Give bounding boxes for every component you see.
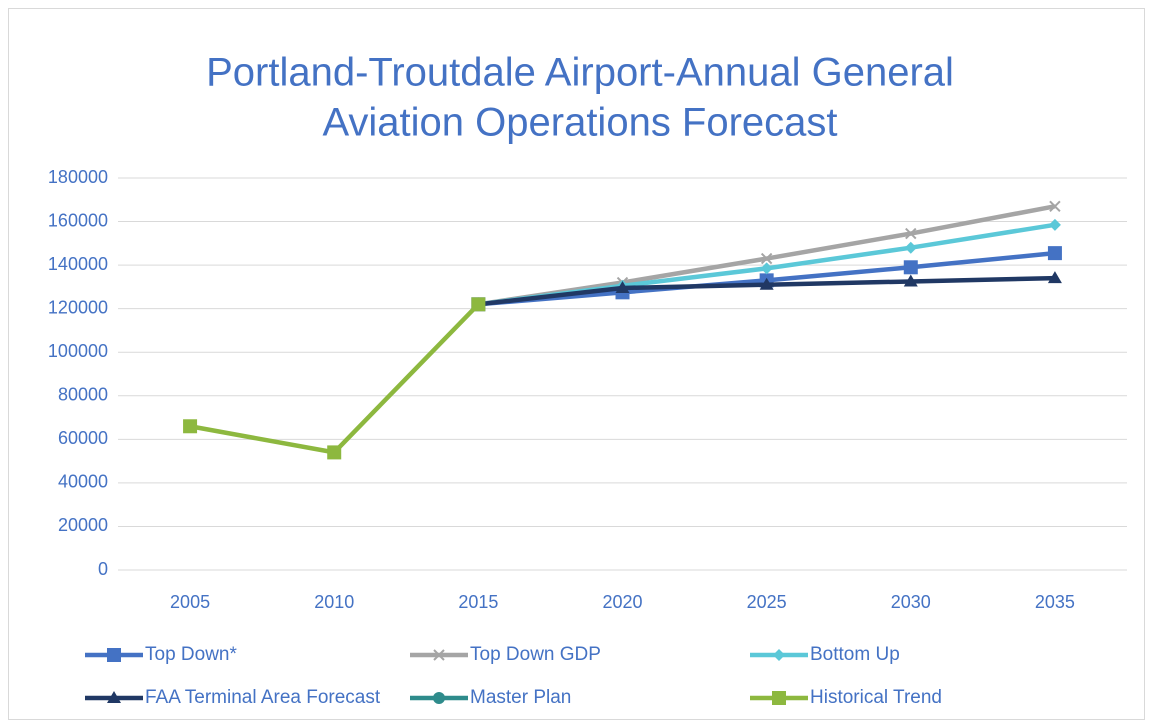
y-tick-label: 80000 [58, 385, 108, 405]
legend-marker [773, 649, 785, 661]
series-marker [1049, 200, 1061, 213]
x-tick-label: 2005 [170, 592, 210, 612]
y-tick-label: 120000 [48, 297, 108, 317]
y-tick-label: 180000 [48, 167, 108, 187]
series-marker [759, 277, 774, 290]
series-marker [903, 260, 918, 275]
x-tick-label: 2015 [458, 592, 498, 612]
legend-marker [433, 692, 445, 704]
y-tick-label: 160000 [48, 210, 108, 230]
legend-label: Top Down GDP [470, 644, 601, 665]
legend-label: Master Plan [470, 687, 571, 708]
y-tick-label: 60000 [58, 428, 108, 448]
legend-marker [772, 691, 786, 705]
y-tick-label: 140000 [48, 254, 108, 274]
series-marker [327, 445, 342, 460]
series-marker [760, 252, 773, 265]
series-marker [1047, 271, 1062, 284]
series-marker [1047, 246, 1062, 261]
legend-marker [433, 649, 445, 661]
series-marker [904, 241, 917, 254]
y-tick-label: 40000 [58, 472, 108, 492]
legend-label: Bottom Up [810, 644, 900, 665]
y-tick-label: 100000 [48, 341, 108, 361]
chart-border [8, 8, 1145, 720]
x-tick-label: 2025 [747, 592, 787, 612]
series-marker [1048, 218, 1061, 231]
legend-marker [107, 648, 121, 662]
y-tick-label: 20000 [58, 515, 108, 535]
x-tick-label: 2010 [314, 592, 354, 612]
legend-label: Historical Trend [810, 687, 942, 708]
y-tick-label: 0 [98, 559, 108, 579]
x-tick-label: 2030 [891, 592, 931, 612]
x-tick-label: 2035 [1035, 592, 1075, 612]
legend-label: FAA Terminal Area Forecast [145, 687, 381, 708]
legend-marker [107, 691, 121, 703]
legend-label: Top Down* [145, 644, 237, 665]
series-marker [905, 227, 917, 240]
series-marker [183, 419, 198, 434]
series-marker [471, 297, 486, 312]
chart-title: Aviation Operations Forecast [322, 101, 837, 145]
chart-title: Portland-Troutdale Airport-Annual Genera… [206, 51, 954, 95]
x-tick-label: 2020 [602, 592, 642, 612]
series-marker [903, 274, 918, 287]
series-marker [615, 280, 630, 293]
series-marker [760, 262, 773, 275]
